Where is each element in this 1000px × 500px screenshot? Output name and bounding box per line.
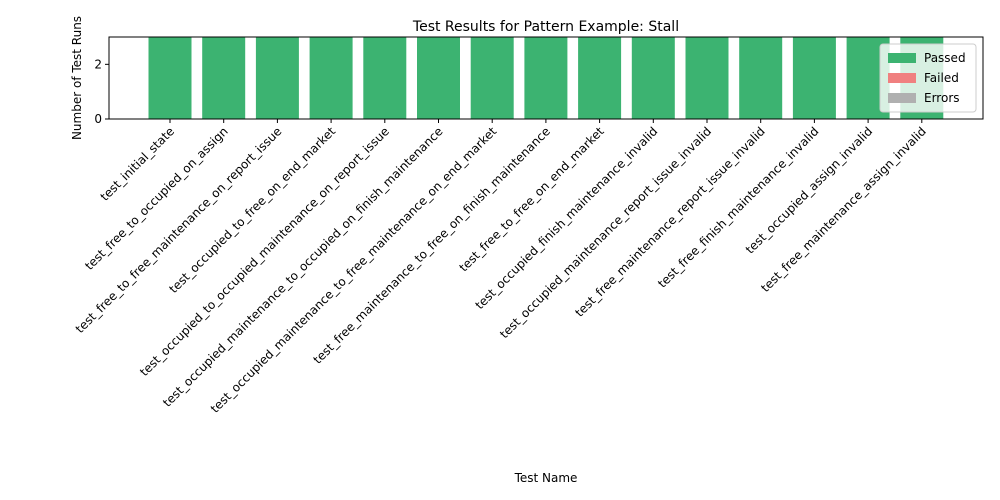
chart-title: Test Results for Pattern Example: Stall xyxy=(412,19,679,35)
x-axis-label: Test Name xyxy=(514,471,578,485)
bar-passed-6 xyxy=(470,37,514,119)
legend-label-passed: Passed xyxy=(924,51,966,65)
chart-legend: Passed Failed Errors xyxy=(879,43,977,113)
bar-passed-4 xyxy=(363,37,407,119)
y-axis-label: Number of Test Runs xyxy=(70,16,84,140)
bar-passed-5 xyxy=(417,37,460,119)
bar-passed-10 xyxy=(685,37,729,119)
legend-swatch-passed xyxy=(888,53,916,63)
legend-label-errors: Errors xyxy=(924,91,960,105)
y-tick-label: 0 xyxy=(94,112,102,126)
bar-passed-3 xyxy=(309,37,353,119)
plot-area xyxy=(108,36,984,120)
legend-swatch-failed xyxy=(888,73,916,83)
bar-passed-11 xyxy=(739,37,783,119)
legend-label-failed: Failed xyxy=(924,71,959,85)
y-axis: 02 xyxy=(94,57,109,126)
y-tick-label: 2 xyxy=(94,57,102,71)
bar-passed-1 xyxy=(202,37,246,119)
bar-passed-9 xyxy=(631,37,675,119)
bar-passed-8 xyxy=(578,37,622,119)
legend-swatch-errors xyxy=(888,93,916,103)
bar-passed-0 xyxy=(148,37,192,119)
bar-passed-7 xyxy=(524,37,568,119)
bar-passed-2 xyxy=(255,37,299,119)
bar-passed-12 xyxy=(792,37,836,119)
